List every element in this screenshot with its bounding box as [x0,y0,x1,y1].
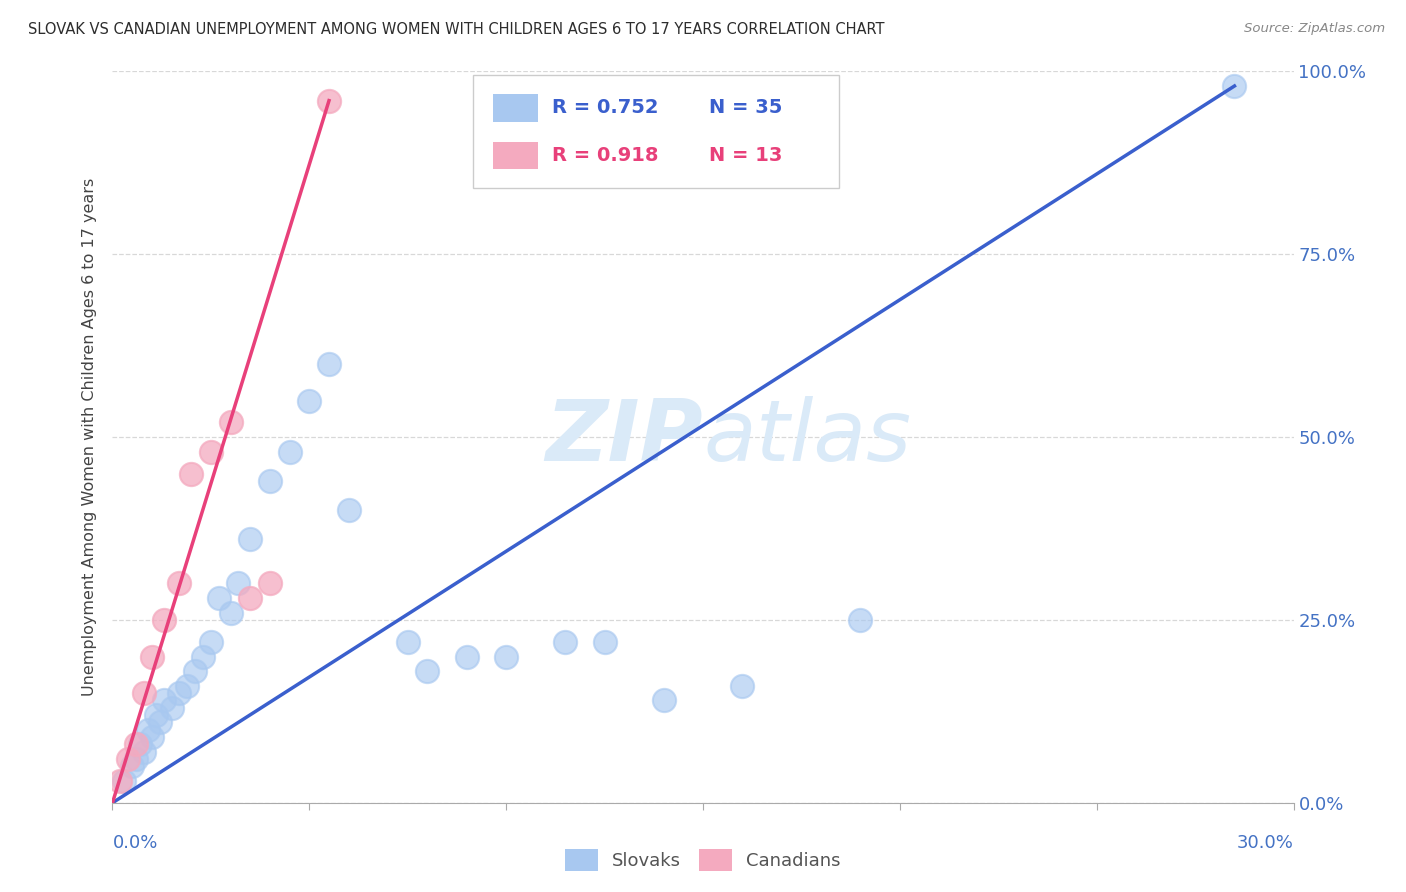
Point [554,635,576,649]
Text: N = 35: N = 35 [709,98,782,118]
Point [117,752,139,766]
Point [849,613,872,627]
Point [152,613,174,627]
Point [132,686,155,700]
Point [110,773,132,788]
Point [160,700,183,714]
Point [495,649,517,664]
Point [129,737,152,751]
Point [318,94,340,108]
Point [396,635,419,649]
Text: SLOVAK VS CANADIAN UNEMPLOYMENT AMONG WOMEN WITH CHILDREN AGES 6 TO 17 YEARS COR: SLOVAK VS CANADIAN UNEMPLOYMENT AMONG WO… [28,22,884,37]
Point [184,664,207,678]
Text: N = 13: N = 13 [709,146,782,165]
Point [259,576,281,591]
Point [180,467,202,481]
Point [337,503,360,517]
Point [141,649,163,664]
Point [112,773,135,788]
Point [416,664,439,678]
FancyBboxPatch shape [492,142,537,169]
Point [731,679,754,693]
Point [456,649,478,664]
Point [136,723,159,737]
Point [298,393,321,408]
Point [121,759,143,773]
Point [149,715,172,730]
Text: 0.0%: 0.0% [112,834,157,852]
Point [141,730,163,744]
Point [132,745,155,759]
Text: R = 0.752: R = 0.752 [551,98,658,118]
Point [125,737,148,751]
Point [200,444,222,458]
Text: 30.0%: 30.0% [1237,834,1294,852]
Point [239,591,262,605]
Point [200,635,222,649]
Point [219,606,242,620]
Point [176,679,198,693]
Legend: Slovaks, Canadians: Slovaks, Canadians [558,841,848,878]
Point [169,576,191,591]
Point [593,635,616,649]
Point [191,649,214,664]
Text: atlas: atlas [703,395,911,479]
FancyBboxPatch shape [492,94,537,122]
Point [152,693,174,707]
Text: R = 0.918: R = 0.918 [551,146,658,165]
Point [145,708,167,723]
Point [652,693,675,707]
Point [169,686,191,700]
Text: Source: ZipAtlas.com: Source: ZipAtlas.com [1244,22,1385,36]
Point [125,752,148,766]
Text: ZIP: ZIP [546,395,703,479]
Point [278,444,301,458]
Y-axis label: Unemployment Among Women with Children Ages 6 to 17 years: Unemployment Among Women with Children A… [82,178,97,696]
Point [208,591,231,605]
Point [239,533,262,547]
Point [219,416,242,430]
Point [259,474,281,488]
Point [228,576,250,591]
Point [318,357,340,371]
Point [1223,78,1246,93]
FancyBboxPatch shape [472,75,839,188]
